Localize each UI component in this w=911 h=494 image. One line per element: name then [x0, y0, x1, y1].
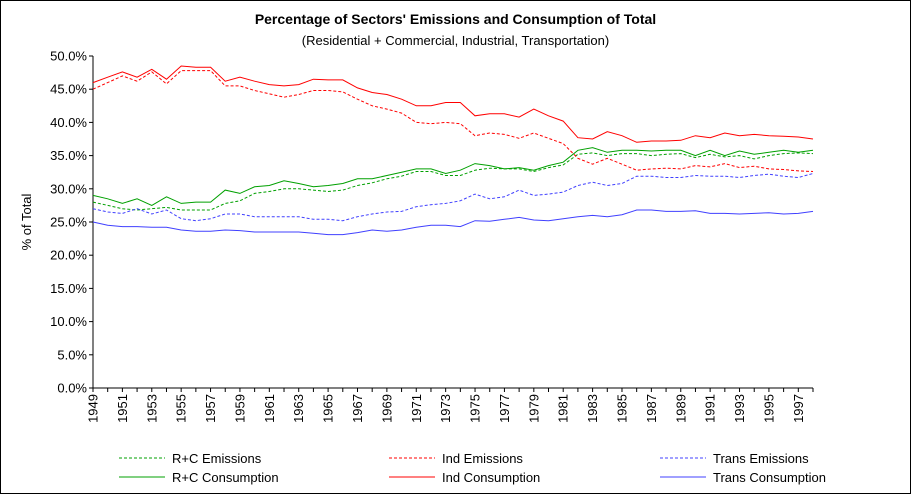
- axes: 0.0% 5.0% 10.0% 15.0% 20.0% 25.0% 30.0% 35.0% 40…: [19, 49, 814, 423]
- legend-label-3: R+C Consumption: [172, 470, 279, 485]
- x-tick-label: 1979: [526, 394, 541, 423]
- x-tick-label: 1991: [703, 394, 718, 423]
- x-tick-label: 1967: [350, 394, 365, 423]
- series-line-2: [92, 173, 814, 222]
- legend: R+C Emissions Ind Emissions Trans Emission…: [119, 451, 826, 485]
- y-tick-label: 5.0%: [57, 347, 87, 362]
- y-tick-label: 50.0%: [50, 49, 87, 64]
- y-tick-label: 15.0%: [50, 281, 87, 296]
- x-tick-label: 1997: [791, 394, 806, 423]
- x-tick-label: 1969: [379, 394, 394, 423]
- y-tick-label: 45.0%: [50, 82, 87, 97]
- y-tick-label: 30.0%: [50, 181, 87, 196]
- legend-label-5: Trans Consumption: [713, 470, 826, 485]
- x-tick-label: 1981: [556, 394, 571, 423]
- x-tick-label: 1959: [232, 394, 247, 423]
- x-tick-label: 1977: [497, 394, 512, 423]
- y-axis-label: % of Total: [19, 193, 34, 250]
- x-tick-label: 1987: [644, 394, 659, 423]
- legend-label-4: Ind Consumption: [442, 470, 540, 485]
- y-tick-label: 40.0%: [50, 115, 87, 130]
- y-tick-label: 35.0%: [50, 148, 87, 163]
- x-tick-label: 1975: [468, 394, 483, 423]
- series-line-0: [92, 152, 814, 211]
- x-tick-label: 1983: [585, 394, 600, 423]
- x-tick-label: 1953: [144, 394, 159, 423]
- chart-title: Percentage of Sectors' Emissions and Con…: [254, 11, 657, 27]
- x-tick-label: 1989: [673, 394, 688, 423]
- x-tick-label: 1963: [291, 394, 306, 423]
- series-lines: [92, 65, 814, 236]
- x-tick-label: 1957: [203, 394, 218, 423]
- legend-label-0: R+C Emissions: [172, 451, 262, 466]
- y-tick-label: 0.0%: [57, 381, 87, 396]
- x-tick-label: 1961: [262, 394, 277, 423]
- chart-subtitle: (Residential + Commercial, Industrial, T…: [301, 33, 610, 48]
- x-tick-label: 1993: [732, 394, 747, 423]
- legend-label-2: Trans Emissions: [713, 451, 809, 466]
- x-tick-label: 1973: [438, 394, 453, 423]
- x-tick-label: 1971: [409, 394, 424, 423]
- x-tick-label: 1951: [115, 394, 130, 423]
- x-tick-label: 1985: [614, 394, 629, 423]
- y-tick-label: 25.0%: [50, 215, 87, 230]
- series-line-5: [92, 209, 814, 236]
- series-line-4: [92, 65, 814, 143]
- x-tick-label: 1965: [321, 394, 336, 423]
- y-tick-label: 20.0%: [50, 248, 87, 263]
- series-line-1: [92, 70, 814, 172]
- y-tick-label: 10.0%: [50, 314, 87, 329]
- x-tick-label: 1995: [761, 394, 776, 423]
- x-tick-label: 1955: [174, 394, 189, 423]
- series-line-3: [92, 147, 814, 206]
- legend-label-1: Ind Emissions: [442, 451, 523, 466]
- x-tick-label: 1949: [86, 394, 101, 423]
